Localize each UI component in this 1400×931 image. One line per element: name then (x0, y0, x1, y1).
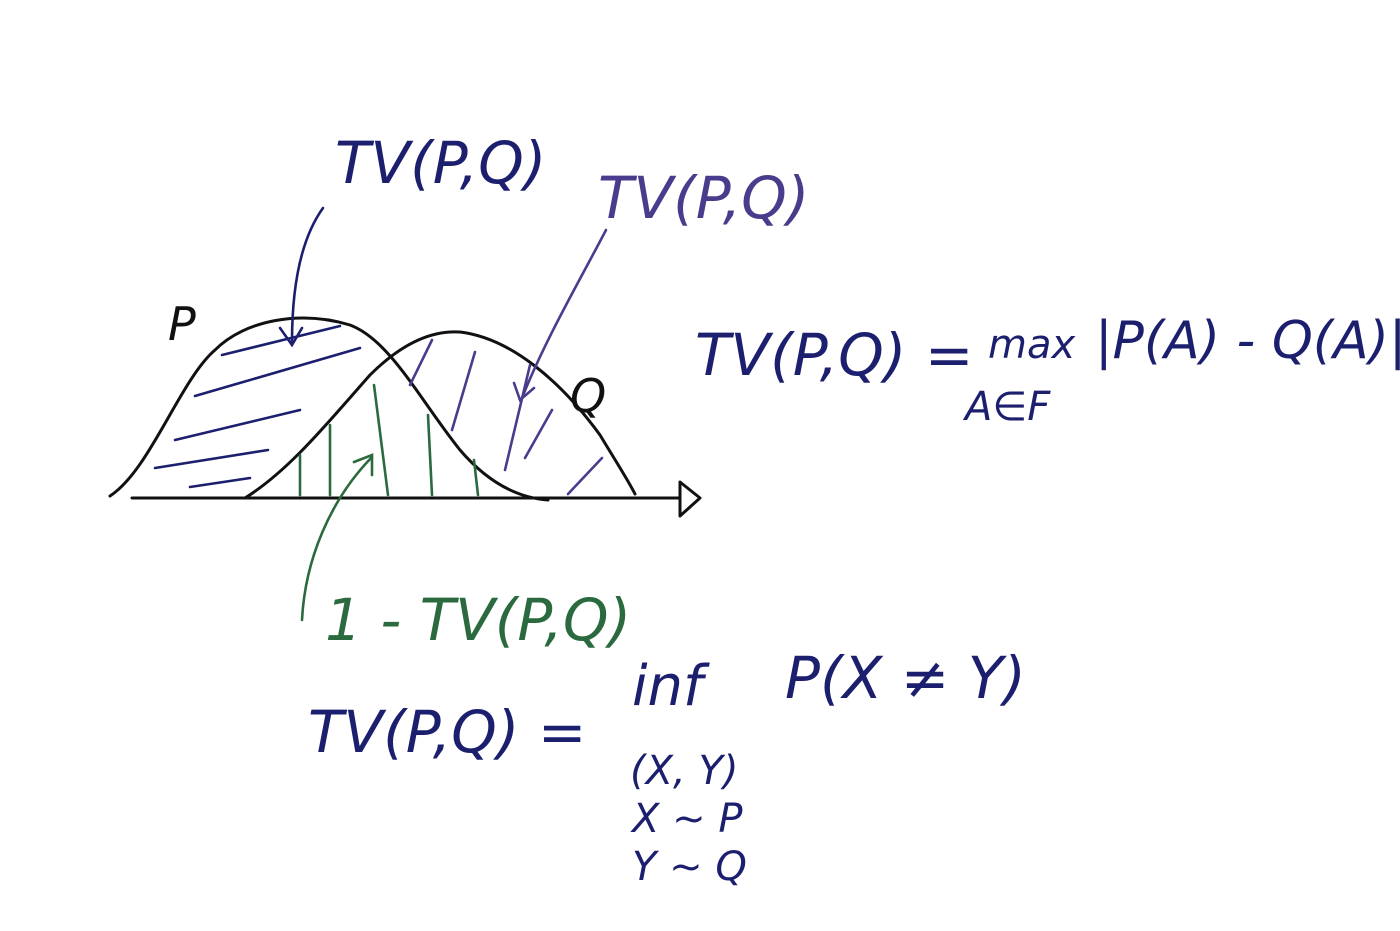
formula-inf-sub1: (X, Y) (630, 748, 738, 794)
formula-inf-sub3: Y ~ Q (632, 844, 747, 890)
label-one-minus-tv: 1 - TV(P,Q) (325, 586, 631, 654)
x-axis (130, 480, 702, 518)
formula-inf: TV(P,Q) = inf P(X ≠ Y) (X, Y) X ~ P Y ~ … (308, 644, 1026, 890)
formula-inf-lhs: TV(P,Q) = (308, 698, 586, 766)
hatch-p-only (153, 324, 362, 489)
formula-max-rhs: |P(A) - Q(A)| (1095, 311, 1400, 371)
arrow-tv-left (278, 206, 325, 348)
hatch-overlap (298, 383, 480, 497)
formula-max: TV(P,Q) = max A∈F |P(A) - Q(A)| (695, 311, 1400, 430)
label-p: P (168, 297, 196, 351)
formula-max-sub: A∈F (962, 384, 1051, 430)
formula-inf-op: inf (632, 654, 710, 719)
axis-arrow-icon (678, 480, 702, 518)
formula-inf-rhs: P(X ≠ Y) (785, 644, 1026, 712)
label-q: Q (570, 369, 606, 423)
curve-q (243, 330, 637, 500)
hatch-q-only (408, 338, 604, 496)
arrow-tv-right (512, 228, 608, 403)
formula-inf-sub2: X ~ P (630, 796, 743, 842)
curve-p (108, 316, 550, 502)
formula-max-op: max (988, 322, 1075, 368)
label-tv-right: TV(P,Q) (598, 164, 809, 232)
arrow-one-minus-tv (300, 453, 374, 622)
label-tv-left: TV(P,Q) (335, 129, 546, 197)
formula-max-lhs: TV(P,Q) = (695, 321, 973, 389)
